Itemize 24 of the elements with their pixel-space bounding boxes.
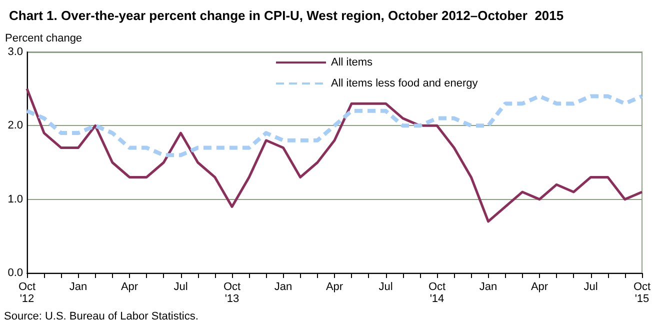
- x-tick-label: Jan: [69, 281, 88, 293]
- x-tick-label: Oct '12: [18, 281, 36, 305]
- y-tick-label: 2.0: [8, 120, 23, 132]
- x-tick-label: Jul: [584, 281, 598, 293]
- x-tick-label: Jul: [174, 281, 188, 293]
- y-tick-label: 0.0: [8, 267, 23, 279]
- x-tick-label: Jan: [274, 281, 292, 293]
- chart-title: Chart 1. Over-the-year percent change in CPI-U, West region, October 2012–October 2015: [9, 8, 564, 23]
- x-tick-label: Oct '13: [223, 281, 241, 305]
- x-tick-label: Apr: [530, 281, 548, 293]
- x-tick-label: Oct '14: [428, 281, 446, 305]
- legend-label: All items: [331, 56, 374, 68]
- source-note: Source: U.S. Bureau of Labor Statistics.: [4, 310, 198, 322]
- line-series: [25, 94, 644, 158]
- legend-label: All items less food and energy: [331, 78, 478, 90]
- x-tick-label: Oct '15: [633, 281, 651, 305]
- line-series: [26, 88, 644, 223]
- y-axis-title: Percent change: [5, 32, 82, 44]
- y-tick-label: 1.0: [8, 193, 23, 206]
- x-tick-label: Jul: [378, 281, 393, 293]
- x-tick-label: Apr: [326, 281, 344, 293]
- x-tick-label: Jan: [479, 281, 498, 293]
- y-tick-label: 3.0: [8, 46, 23, 58]
- x-tick-label: Apr: [120, 281, 138, 293]
